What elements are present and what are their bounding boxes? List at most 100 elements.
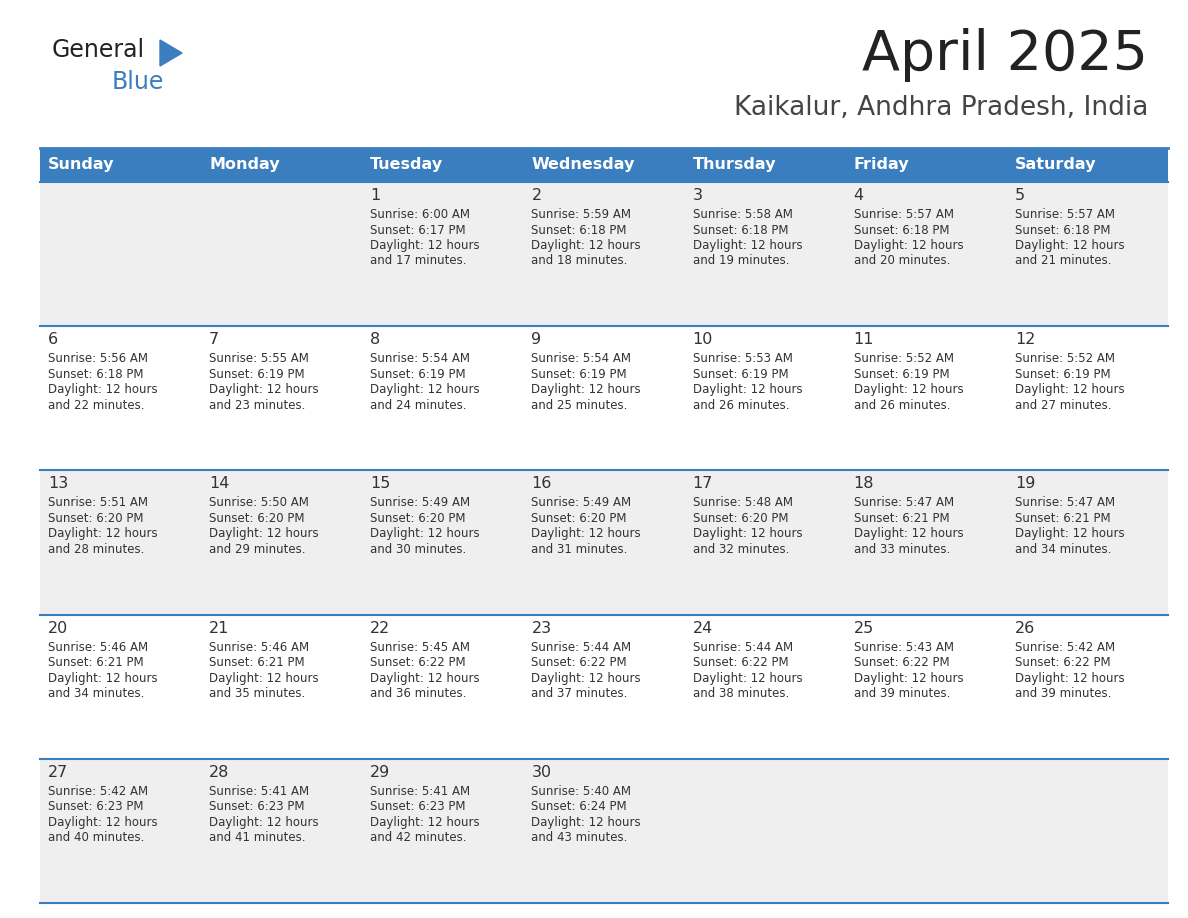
Text: Thursday: Thursday: [693, 158, 776, 173]
Text: Sunset: 6:21 PM: Sunset: 6:21 PM: [1015, 512, 1111, 525]
Text: 1: 1: [371, 188, 380, 203]
Text: and 26 minutes.: and 26 minutes.: [854, 398, 950, 411]
Bar: [1007, 470, 1168, 614]
Bar: [201, 614, 362, 759]
Text: Daylight: 12 hours: Daylight: 12 hours: [371, 239, 480, 252]
Text: 3: 3: [693, 188, 702, 203]
Text: Daylight: 12 hours: Daylight: 12 hours: [209, 672, 318, 685]
Bar: [1007, 326, 1168, 470]
Bar: [362, 759, 524, 903]
Text: Sunrise: 5:46 AM: Sunrise: 5:46 AM: [48, 641, 148, 654]
Text: Sunrise: 5:54 AM: Sunrise: 5:54 AM: [371, 353, 470, 365]
Text: Sunset: 6:20 PM: Sunset: 6:20 PM: [209, 512, 304, 525]
Text: Sunrise: 5:41 AM: Sunrise: 5:41 AM: [209, 785, 309, 798]
Text: Sunrise: 5:47 AM: Sunrise: 5:47 AM: [854, 497, 954, 509]
Text: 5: 5: [1015, 188, 1025, 203]
Text: Sunset: 6:18 PM: Sunset: 6:18 PM: [854, 223, 949, 237]
Bar: [846, 182, 1007, 326]
Bar: [40, 148, 201, 182]
Text: 18: 18: [854, 476, 874, 491]
Text: 6: 6: [48, 332, 58, 347]
Text: Sunrise: 5:41 AM: Sunrise: 5:41 AM: [371, 785, 470, 798]
Text: Sunset: 6:20 PM: Sunset: 6:20 PM: [531, 512, 627, 525]
Bar: [362, 614, 524, 759]
Bar: [40, 470, 201, 614]
Text: Daylight: 12 hours: Daylight: 12 hours: [693, 239, 802, 252]
Text: and 18 minutes.: and 18 minutes.: [531, 254, 627, 267]
Text: 19: 19: [1015, 476, 1035, 491]
Text: Tuesday: Tuesday: [371, 158, 443, 173]
Text: and 32 minutes.: and 32 minutes.: [693, 543, 789, 556]
Text: Saturday: Saturday: [1015, 158, 1097, 173]
Text: 21: 21: [209, 621, 229, 635]
Bar: [1007, 148, 1168, 182]
Text: April 2025: April 2025: [862, 28, 1148, 82]
Bar: [684, 182, 846, 326]
Text: 12: 12: [1015, 332, 1035, 347]
Text: Sunset: 6:24 PM: Sunset: 6:24 PM: [531, 800, 627, 813]
Bar: [40, 759, 201, 903]
Text: Daylight: 12 hours: Daylight: 12 hours: [854, 383, 963, 397]
Text: Daylight: 12 hours: Daylight: 12 hours: [531, 239, 642, 252]
Bar: [201, 759, 362, 903]
Text: Sunrise: 5:44 AM: Sunrise: 5:44 AM: [531, 641, 632, 654]
Text: and 40 minutes.: and 40 minutes.: [48, 832, 145, 845]
Bar: [846, 614, 1007, 759]
Text: Sunrise: 5:47 AM: Sunrise: 5:47 AM: [1015, 497, 1116, 509]
Text: and 25 minutes.: and 25 minutes.: [531, 398, 627, 411]
Text: Sunset: 6:20 PM: Sunset: 6:20 PM: [48, 512, 144, 525]
Text: Sunrise: 5:54 AM: Sunrise: 5:54 AM: [531, 353, 632, 365]
Text: and 24 minutes.: and 24 minutes.: [371, 398, 467, 411]
Text: Sunrise: 5:59 AM: Sunrise: 5:59 AM: [531, 208, 632, 221]
Text: Sunrise: 5:58 AM: Sunrise: 5:58 AM: [693, 208, 792, 221]
Text: and 38 minutes.: and 38 minutes.: [693, 687, 789, 700]
Text: Sunrise: 5:52 AM: Sunrise: 5:52 AM: [854, 353, 954, 365]
Text: Daylight: 12 hours: Daylight: 12 hours: [531, 383, 642, 397]
Text: Sunset: 6:19 PM: Sunset: 6:19 PM: [693, 368, 788, 381]
Text: Sunrise: 5:51 AM: Sunrise: 5:51 AM: [48, 497, 148, 509]
Text: Daylight: 12 hours: Daylight: 12 hours: [209, 528, 318, 541]
Bar: [684, 148, 846, 182]
Text: Daylight: 12 hours: Daylight: 12 hours: [531, 672, 642, 685]
Text: Sunset: 6:18 PM: Sunset: 6:18 PM: [531, 223, 627, 237]
Text: Sunset: 6:21 PM: Sunset: 6:21 PM: [209, 656, 305, 669]
Text: 25: 25: [854, 621, 874, 635]
Text: 8: 8: [371, 332, 380, 347]
Text: 29: 29: [371, 765, 391, 779]
Bar: [362, 470, 524, 614]
Text: 4: 4: [854, 188, 864, 203]
Text: Sunset: 6:19 PM: Sunset: 6:19 PM: [854, 368, 949, 381]
Text: Sunset: 6:18 PM: Sunset: 6:18 PM: [693, 223, 788, 237]
Text: and 43 minutes.: and 43 minutes.: [531, 832, 627, 845]
Bar: [40, 182, 201, 326]
Text: Sunset: 6:22 PM: Sunset: 6:22 PM: [371, 656, 466, 669]
Bar: [201, 182, 362, 326]
Text: and 34 minutes.: and 34 minutes.: [1015, 543, 1111, 556]
Bar: [846, 759, 1007, 903]
Text: 2: 2: [531, 188, 542, 203]
Text: and 17 minutes.: and 17 minutes.: [371, 254, 467, 267]
Text: and 36 minutes.: and 36 minutes.: [371, 687, 467, 700]
Text: Sunset: 6:19 PM: Sunset: 6:19 PM: [209, 368, 305, 381]
Bar: [362, 182, 524, 326]
Text: Sunset: 6:22 PM: Sunset: 6:22 PM: [693, 656, 788, 669]
Bar: [362, 326, 524, 470]
Bar: [201, 470, 362, 614]
Bar: [1007, 614, 1168, 759]
Text: and 20 minutes.: and 20 minutes.: [854, 254, 950, 267]
Text: and 31 minutes.: and 31 minutes.: [531, 543, 627, 556]
Text: 10: 10: [693, 332, 713, 347]
Polygon shape: [160, 40, 182, 66]
Text: Daylight: 12 hours: Daylight: 12 hours: [693, 672, 802, 685]
Text: Sunrise: 5:56 AM: Sunrise: 5:56 AM: [48, 353, 148, 365]
Bar: [40, 326, 201, 470]
Text: General: General: [52, 38, 145, 62]
Bar: [684, 326, 846, 470]
Text: Daylight: 12 hours: Daylight: 12 hours: [209, 816, 318, 829]
Text: Daylight: 12 hours: Daylight: 12 hours: [48, 672, 158, 685]
Text: Sunrise: 5:55 AM: Sunrise: 5:55 AM: [209, 353, 309, 365]
Text: and 29 minutes.: and 29 minutes.: [209, 543, 305, 556]
Text: Sunrise: 5:49 AM: Sunrise: 5:49 AM: [531, 497, 632, 509]
Text: Daylight: 12 hours: Daylight: 12 hours: [1015, 383, 1125, 397]
Text: Sunset: 6:23 PM: Sunset: 6:23 PM: [371, 800, 466, 813]
